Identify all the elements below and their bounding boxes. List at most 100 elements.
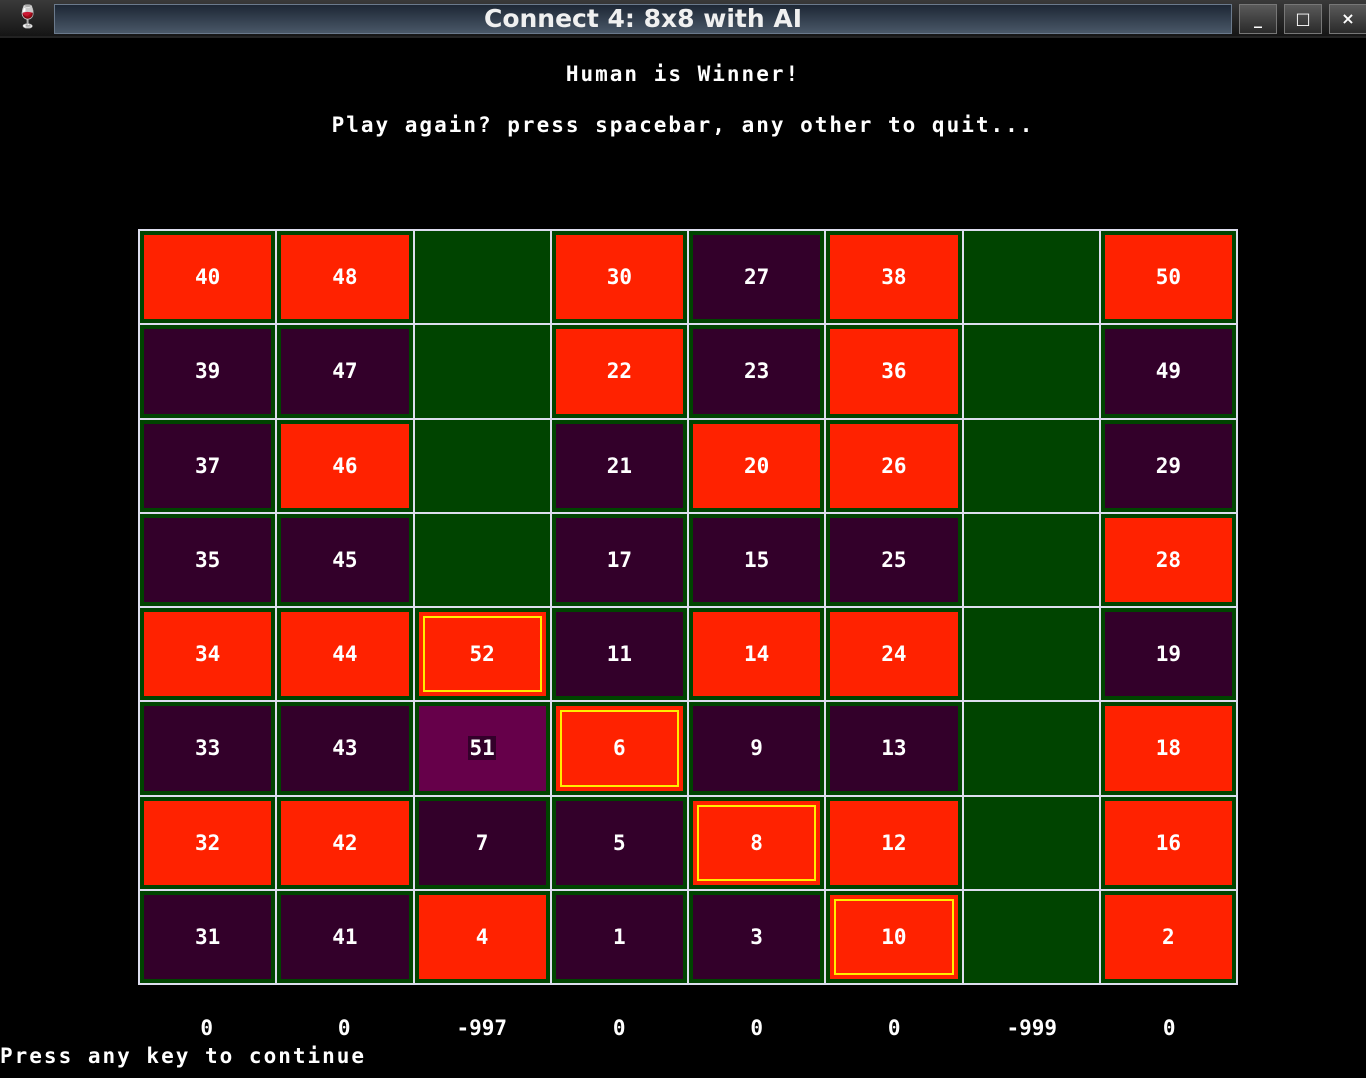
board-cell[interactable]: 42 xyxy=(277,796,413,889)
board-cell[interactable] xyxy=(963,231,1099,324)
board-cell[interactable]: 33 xyxy=(140,702,276,795)
move-number: 28 xyxy=(1155,547,1182,572)
board-cell[interactable]: 9 xyxy=(689,702,825,795)
board-cell[interactable] xyxy=(963,796,1099,889)
board-cell[interactable]: 18 xyxy=(1100,702,1236,795)
ai-disc: 43 xyxy=(281,706,409,791)
board-cell[interactable]: 38 xyxy=(826,231,962,324)
move-number: 8 xyxy=(750,830,763,855)
move-number: 39 xyxy=(194,359,221,384)
board-cell[interactable]: 21 xyxy=(551,419,687,512)
move-number: 50 xyxy=(1155,265,1182,290)
maximize-button[interactable]: □ xyxy=(1284,4,1322,34)
board-cell[interactable]: 30 xyxy=(551,231,687,324)
human-disc: 4 xyxy=(418,894,546,979)
board-cell[interactable]: 8 xyxy=(689,796,825,889)
board-cell[interactable]: 48 xyxy=(277,231,413,324)
board-cell[interactable]: 27 xyxy=(689,231,825,324)
move-number: 40 xyxy=(194,265,221,290)
board-cell[interactable]: 37 xyxy=(140,419,276,512)
board-cell[interactable]: 35 xyxy=(140,513,276,606)
board-cell[interactable]: 16 xyxy=(1100,796,1236,889)
board-cell[interactable] xyxy=(963,419,1099,512)
board-cell[interactable]: 1 xyxy=(551,890,687,983)
move-number: 47 xyxy=(332,359,358,384)
board-cell[interactable]: 44 xyxy=(277,608,413,701)
board-cell[interactable]: 11 xyxy=(551,608,687,701)
move-number: 18 xyxy=(1155,736,1182,761)
column-score: 0 xyxy=(887,1016,901,1040)
board-cell[interactable]: 22 xyxy=(551,325,687,418)
board-cell[interactable] xyxy=(963,702,1099,795)
board-cell[interactable]: 6 xyxy=(551,702,687,795)
board-cell[interactable]: 36 xyxy=(826,325,962,418)
board-cell[interactable]: 19 xyxy=(1100,608,1236,701)
board-cell[interactable]: 5 xyxy=(551,796,687,889)
ai-disc: 33 xyxy=(144,706,272,791)
ai-disc: 27 xyxy=(693,235,821,320)
board-cell[interactable]: 24 xyxy=(826,608,962,701)
move-number: 2 xyxy=(1162,924,1175,949)
board-cell[interactable] xyxy=(963,890,1099,983)
board-cell[interactable]: 32 xyxy=(140,796,276,889)
wine-glass-icon[interactable]: 🍷 xyxy=(14,5,42,30)
move-number: 46 xyxy=(332,453,358,478)
board-cell[interactable] xyxy=(963,608,1099,701)
board-cell[interactable]: 47 xyxy=(277,325,413,418)
move-number: 5 xyxy=(613,830,626,855)
human-disc: 24 xyxy=(830,612,958,697)
board-cell[interactable]: 46 xyxy=(277,419,413,512)
board-cell[interactable]: 41 xyxy=(277,890,413,983)
move-number: 30 xyxy=(606,265,633,290)
board-cell[interactable]: 34 xyxy=(140,608,276,701)
board-cell[interactable]: 20 xyxy=(689,419,825,512)
board-cell[interactable]: 4 xyxy=(414,890,550,983)
winning-disc: 10 xyxy=(830,894,958,979)
minimize-button[interactable]: _ xyxy=(1239,4,1277,34)
board-cell[interactable]: 23 xyxy=(689,325,825,418)
human-disc: 2 xyxy=(1104,894,1232,979)
board-cell[interactable]: 7 xyxy=(414,796,550,889)
board-cell[interactable]: 10 xyxy=(826,890,962,983)
board-cell[interactable]: 49 xyxy=(1100,325,1236,418)
human-disc: 40 xyxy=(144,235,272,320)
board-cell[interactable] xyxy=(963,325,1099,418)
board-cell[interactable]: 12 xyxy=(826,796,962,889)
board-cell[interactable]: 51 xyxy=(414,702,550,795)
board-cell[interactable]: 52 xyxy=(414,608,550,701)
board-cell[interactable]: 39 xyxy=(140,325,276,418)
move-number: 25 xyxy=(881,547,907,572)
board-cell[interactable] xyxy=(414,419,550,512)
close-button[interactable]: × xyxy=(1329,4,1366,34)
board-cell[interactable]: 45 xyxy=(277,513,413,606)
move-number: 36 xyxy=(881,359,907,384)
move-number: 34 xyxy=(194,642,221,667)
board-cell[interactable]: 28 xyxy=(1100,513,1236,606)
board-cell[interactable]: 40 xyxy=(140,231,276,324)
board-cell[interactable]: 25 xyxy=(826,513,962,606)
column-score: -999 xyxy=(1006,1016,1058,1040)
ai-disc: 19 xyxy=(1104,612,1232,697)
game-board[interactable]: 40 48 30 27 38 50 39 47 22 23 36 49 37 46 21 20 26 29 35 45… xyxy=(138,229,1238,985)
board-cell[interactable]: 13 xyxy=(826,702,962,795)
board-cell[interactable]: 31 xyxy=(140,890,276,983)
board-cell[interactable]: 29 xyxy=(1100,419,1236,512)
board-cell[interactable]: 26 xyxy=(826,419,962,512)
board-cell[interactable] xyxy=(414,231,550,324)
board-cell[interactable]: 50 xyxy=(1100,231,1236,324)
board-cell[interactable]: 43 xyxy=(277,702,413,795)
move-number: 51 xyxy=(468,736,496,761)
board-cell[interactable]: 17 xyxy=(551,513,687,606)
move-number: 29 xyxy=(1155,453,1182,478)
human-disc: 42 xyxy=(281,800,409,885)
ai-disc: 5 xyxy=(555,800,683,885)
board-cell[interactable]: 2 xyxy=(1100,890,1236,983)
board-cell[interactable]: 3 xyxy=(689,890,825,983)
board-cell[interactable]: 15 xyxy=(689,513,825,606)
move-number: 1 xyxy=(613,924,626,949)
board-cell[interactable]: 14 xyxy=(689,608,825,701)
window-title: Connect 4: 8x8 with AI xyxy=(54,4,1232,34)
board-cell[interactable] xyxy=(414,325,550,418)
board-cell[interactable] xyxy=(963,513,1099,606)
board-cell[interactable] xyxy=(414,513,550,606)
